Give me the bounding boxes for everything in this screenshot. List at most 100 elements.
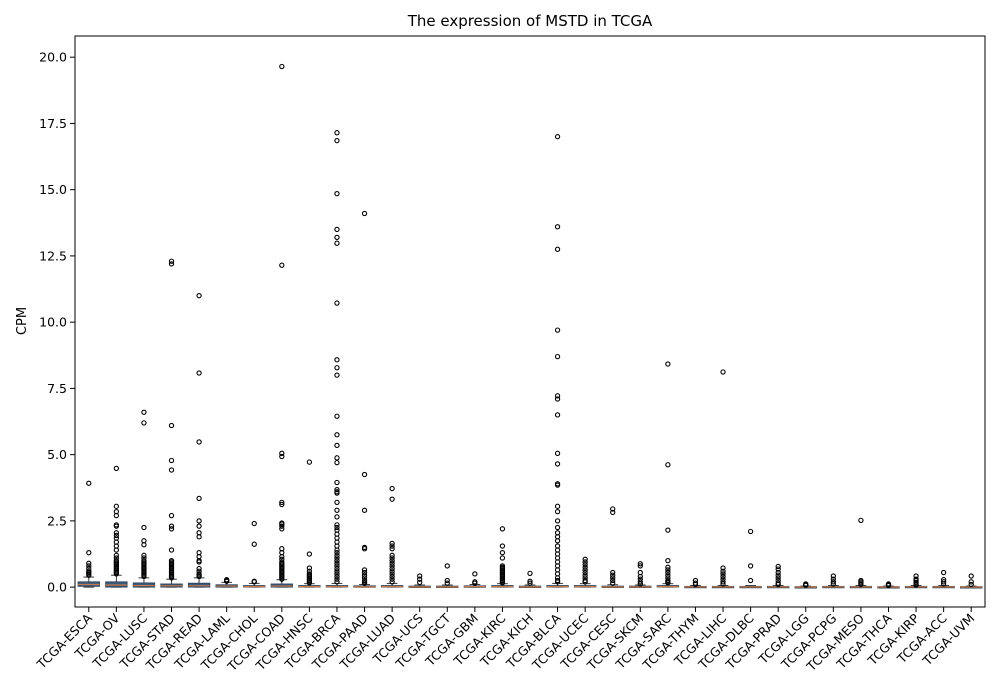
outlier-point bbox=[334, 555, 340, 561]
outlier-point bbox=[554, 538, 561, 544]
outlier-point bbox=[306, 565, 313, 571]
outlier-point bbox=[444, 580, 450, 586]
outlier-point bbox=[554, 246, 561, 252]
outlier-point bbox=[86, 550, 92, 556]
outlier-point bbox=[306, 551, 313, 557]
outlier-point bbox=[554, 412, 561, 418]
outlier-point bbox=[554, 482, 561, 488]
outlier-point bbox=[334, 357, 340, 363]
outlier-point bbox=[389, 546, 395, 552]
y-tick-label: 10.0 bbox=[39, 315, 67, 330]
outlier-point bbox=[141, 524, 147, 531]
outlier-point bbox=[775, 569, 781, 576]
outlier-point bbox=[472, 580, 478, 586]
outlier-point bbox=[665, 569, 671, 576]
y-axis-label: CPM bbox=[15, 307, 30, 335]
plot-frame bbox=[74, 35, 986, 608]
outlier-point bbox=[637, 561, 643, 567]
y-tick-label: 20.0 bbox=[39, 50, 67, 65]
outlier-point bbox=[361, 580, 368, 586]
outlier-point bbox=[168, 457, 175, 464]
outlier-point bbox=[747, 577, 754, 584]
outlier-point bbox=[279, 523, 285, 529]
outlier-point bbox=[582, 572, 588, 578]
outlier-point bbox=[665, 567, 671, 573]
outlier-point bbox=[389, 496, 395, 502]
outlier-point bbox=[610, 509, 616, 516]
outlier-point bbox=[279, 554, 285, 560]
outlier-point bbox=[334, 490, 340, 496]
outlier-point bbox=[830, 579, 836, 585]
outlier-point bbox=[582, 579, 588, 585]
outlier-point bbox=[251, 541, 257, 547]
outlier-point bbox=[637, 581, 643, 587]
outlier-point bbox=[389, 552, 395, 558]
outlier-point bbox=[86, 572, 92, 578]
outlier-point bbox=[196, 523, 202, 529]
outlier-point bbox=[334, 563, 340, 569]
outlier-point bbox=[389, 540, 395, 547]
outlier-point bbox=[334, 547, 340, 553]
outlier-point bbox=[637, 563, 643, 569]
outlier-point bbox=[692, 581, 699, 588]
outlier-point bbox=[499, 543, 506, 549]
outlier-point bbox=[858, 517, 864, 524]
y-tick-label: 0.0 bbox=[47, 580, 67, 595]
outlier-point bbox=[747, 528, 754, 535]
outlier-point bbox=[389, 563, 395, 569]
outlier-point bbox=[720, 571, 726, 577]
outlier-point bbox=[499, 580, 506, 586]
outlier-point bbox=[417, 576, 423, 582]
outlier-point bbox=[389, 565, 395, 572]
outlier-point bbox=[610, 580, 616, 586]
outlier-point bbox=[554, 461, 561, 467]
outlier-point bbox=[361, 507, 368, 513]
outlier-point bbox=[665, 361, 671, 367]
outlier-point bbox=[334, 486, 340, 493]
outlier-point bbox=[113, 532, 120, 539]
outlier-point bbox=[527, 570, 533, 576]
outlier-point bbox=[554, 353, 561, 360]
outlier-point bbox=[940, 581, 947, 587]
outlier-point bbox=[554, 396, 561, 402]
chart-title: The expression of MSTD in TCGA bbox=[407, 12, 653, 30]
outlier-point bbox=[196, 559, 202, 565]
outlier-point bbox=[334, 522, 340, 528]
outlier-point bbox=[582, 569, 588, 576]
outlier-point bbox=[334, 240, 340, 246]
outlier-point bbox=[306, 580, 313, 586]
outlier-point bbox=[334, 432, 340, 438]
outlier-point bbox=[196, 534, 202, 540]
outlier-point bbox=[499, 555, 506, 561]
box bbox=[187, 582, 211, 588]
outlier-point bbox=[334, 557, 340, 564]
outlier-point bbox=[389, 543, 395, 549]
outlier-point bbox=[334, 507, 340, 513]
outlier-point bbox=[334, 571, 340, 577]
outlier-point bbox=[279, 576, 285, 582]
outlier-point bbox=[113, 503, 120, 509]
outlier-point bbox=[554, 327, 561, 333]
outlier-point bbox=[334, 459, 340, 466]
outlier-point bbox=[665, 572, 671, 578]
outlier-point bbox=[720, 579, 726, 585]
outlier-point bbox=[251, 520, 257, 527]
outlier-point bbox=[637, 579, 643, 585]
outlier-point bbox=[334, 579, 340, 585]
outlier-point bbox=[334, 576, 340, 582]
outlier-point bbox=[444, 563, 450, 569]
outlier-point bbox=[196, 293, 202, 299]
outlier-point bbox=[637, 573, 643, 580]
outlier-point bbox=[86, 560, 92, 566]
outlier-point bbox=[196, 370, 202, 376]
outlier-point bbox=[775, 581, 781, 588]
plot-area: 0.02.55.07.510.012.515.017.520.0TCGA-ESC… bbox=[33, 50, 983, 675]
outlier-point bbox=[830, 576, 836, 582]
outlier-point bbox=[251, 579, 257, 585]
outlier-point bbox=[803, 582, 809, 588]
outlier-point bbox=[940, 579, 947, 585]
outlier-point bbox=[610, 569, 616, 576]
outlier-point bbox=[499, 550, 506, 556]
outlier-point bbox=[361, 471, 368, 478]
outlier-point bbox=[720, 581, 726, 587]
